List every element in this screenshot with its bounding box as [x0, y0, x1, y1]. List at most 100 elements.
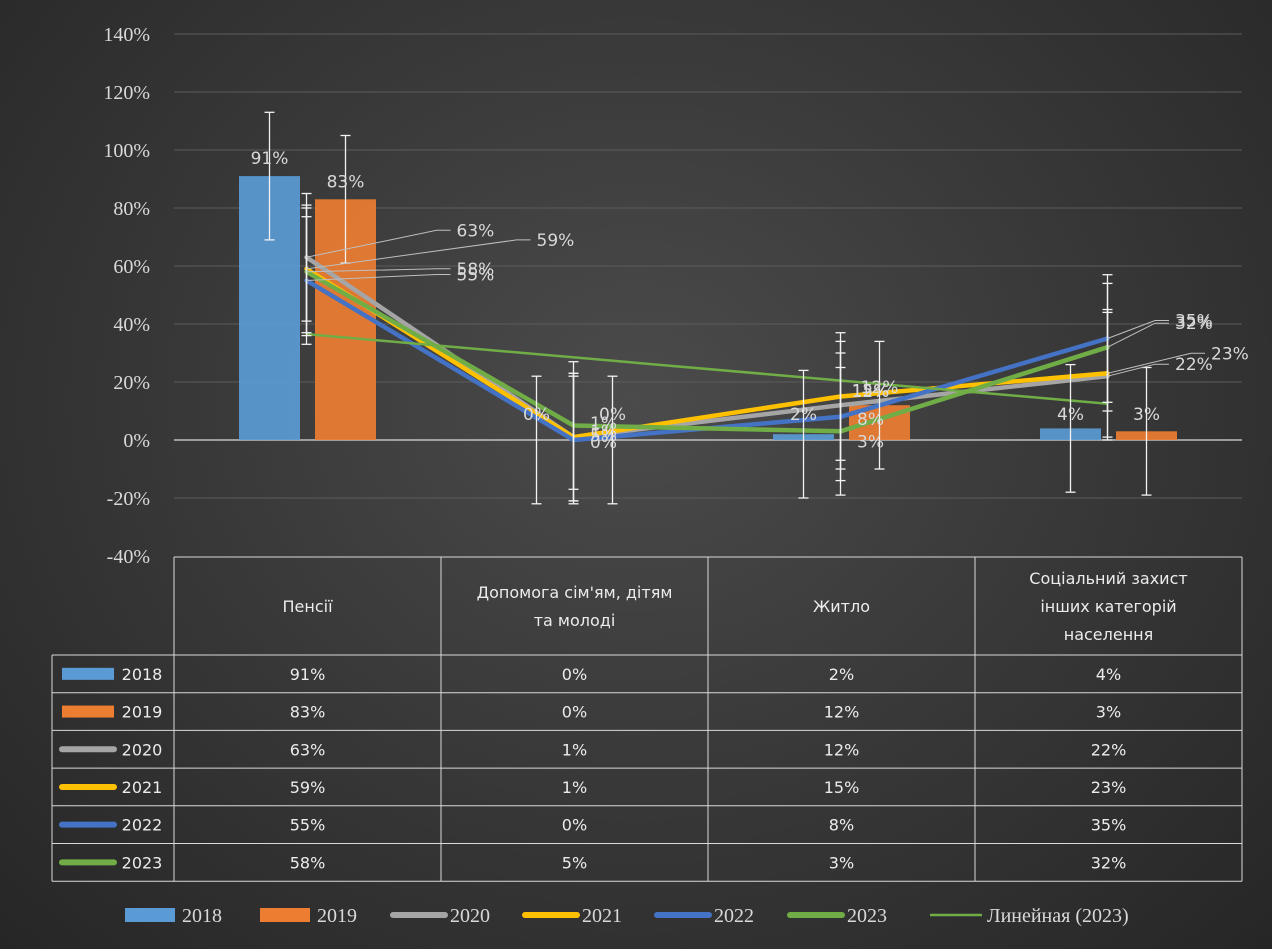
table-legend-key-2019 — [62, 705, 114, 718]
table-cell: 35% — [1091, 816, 1127, 835]
table-cell: 55% — [290, 816, 326, 835]
lines — [304, 255, 1110, 443]
data-label-2023: 5% — [590, 427, 617, 447]
table-cell: 58% — [290, 853, 326, 872]
data-label-2022: 8% — [857, 410, 884, 430]
legend-key-2018 — [125, 908, 175, 922]
table-header-cell: Житло — [813, 597, 870, 616]
leader-line — [1107, 320, 1169, 339]
y-tick-label: 60% — [113, 256, 150, 278]
table-cell: 3% — [1096, 703, 1121, 722]
legend-key-2019 — [260, 908, 310, 922]
table-row-label: 2023 — [122, 853, 163, 872]
y-tick-label: 0% — [123, 430, 150, 452]
legend-label: Линейная (2023) — [987, 905, 1129, 927]
table-cell: 0% — [562, 665, 587, 684]
data-label-2023: 58% — [457, 260, 495, 280]
table-header-cell: та молоді — [534, 611, 616, 630]
y-tick-label: 40% — [113, 314, 150, 336]
table-header-cell: Соціальний захист — [1029, 569, 1187, 588]
table-legend-key-2018 — [62, 667, 114, 680]
table-cell: 1% — [562, 778, 587, 797]
table-cell: 23% — [1091, 778, 1127, 797]
data-label-2018: 2% — [790, 405, 817, 425]
legend-label: 2020 — [450, 905, 490, 927]
table-cell: 12% — [824, 703, 860, 722]
leader-line — [1107, 363, 1169, 377]
table-header-cell: Пенсії — [282, 597, 333, 616]
legend-label: 2019 — [317, 905, 357, 927]
y-tick-label: 120% — [103, 82, 150, 104]
data-label-2021: 23% — [1211, 344, 1249, 364]
leader-line — [306, 268, 451, 273]
table-row-label: 2020 — [122, 740, 163, 759]
table-cell: 32% — [1091, 853, 1127, 872]
data-label-2020: 63% — [457, 221, 495, 241]
table-header-cell: Допомога сім'ям, дітям — [477, 583, 673, 602]
data-label-2019: 83% — [327, 172, 365, 192]
line-2021 — [304, 266, 1110, 440]
y-tick-label: 20% — [113, 372, 150, 394]
y-tick-label: 80% — [113, 198, 150, 220]
legend-label: 2023 — [847, 905, 887, 927]
table-cell: 59% — [290, 778, 326, 797]
table-row-label: 2021 — [122, 778, 163, 797]
table-cell: 12% — [824, 740, 860, 759]
leader-line — [1107, 322, 1169, 348]
leader-line — [306, 229, 451, 258]
table-header-cell: інших категорій — [1040, 597, 1176, 616]
table-cell: 8% — [829, 816, 854, 835]
data-table: Пенсії Допомога сім'ям, дітям та молоді Жит… — [51, 556, 1243, 882]
y-axis-ticks: -40% -20% 0% 20% 40% 60% 80% 100% 120% 140% — [103, 24, 150, 568]
data-label-2019: 0% — [599, 405, 626, 425]
line-2023 — [304, 269, 1110, 434]
table-cell: 5% — [562, 853, 587, 872]
table-cell: 3% — [829, 853, 854, 872]
data-label-2022: 55% — [457, 266, 495, 286]
legend-label: 2021 — [582, 905, 622, 927]
data-label-2020: 12% — [852, 382, 890, 402]
table-cell: 83% — [290, 703, 326, 722]
leader-line — [306, 239, 531, 270]
error-bars — [264, 111, 1152, 505]
data-label-2021: 15% — [852, 382, 890, 402]
table-header-cell: населення — [1064, 625, 1154, 644]
table-cell: 4% — [1096, 665, 1121, 684]
legend: 2018 2019 2020 2021 2022 2023 Линейная (2023) — [125, 905, 1129, 927]
table-row-label: 2018 — [122, 665, 163, 684]
y-tick-label: 140% — [103, 24, 150, 46]
y-tick-label: 100% — [103, 140, 150, 162]
table-cell: 63% — [290, 740, 326, 759]
data-label-2018: 4% — [1057, 405, 1084, 425]
data-label-2022: 0% — [590, 433, 617, 453]
table-row-label: 2022 — [122, 816, 163, 835]
data-label-2023: 32% — [1175, 314, 1213, 334]
table-cell: 91% — [290, 665, 326, 684]
data-label-2018: 91% — [251, 149, 289, 169]
data-label-2023: 3% — [857, 432, 884, 452]
data-label-2018: 0% — [523, 405, 550, 425]
data-label-2021: 1% — [590, 422, 617, 442]
table-cell: 1% — [562, 740, 587, 759]
table-cell: 0% — [562, 816, 587, 835]
table-cell: 2% — [829, 665, 854, 684]
y-tick-label: -20% — [107, 488, 150, 510]
y-tick-label: -40% — [107, 546, 150, 568]
legend-label: 2022 — [714, 905, 754, 927]
data-label-2022: 35% — [1175, 312, 1213, 332]
legend-label: 2018 — [182, 905, 222, 927]
table-row-label: 2019 — [122, 703, 163, 722]
leader-line — [1107, 352, 1205, 374]
data-label-2020: 22% — [1175, 355, 1213, 375]
data-label-2021: 59% — [537, 231, 575, 251]
data-label-2020: 1% — [590, 414, 617, 434]
trendline-2023 — [306, 332, 1108, 405]
table-cell: 15% — [824, 778, 860, 797]
data-labels: 91% 0% 2% 4% 83% 0% 12% 3% 63% 1% 12% 22% 59% 1% 15% 23… — [251, 149, 1249, 453]
table-cell: 22% — [1091, 740, 1127, 759]
data-label-2019: 12% — [861, 378, 899, 398]
leader-line — [306, 274, 451, 281]
table-cell: 0% — [562, 703, 587, 722]
